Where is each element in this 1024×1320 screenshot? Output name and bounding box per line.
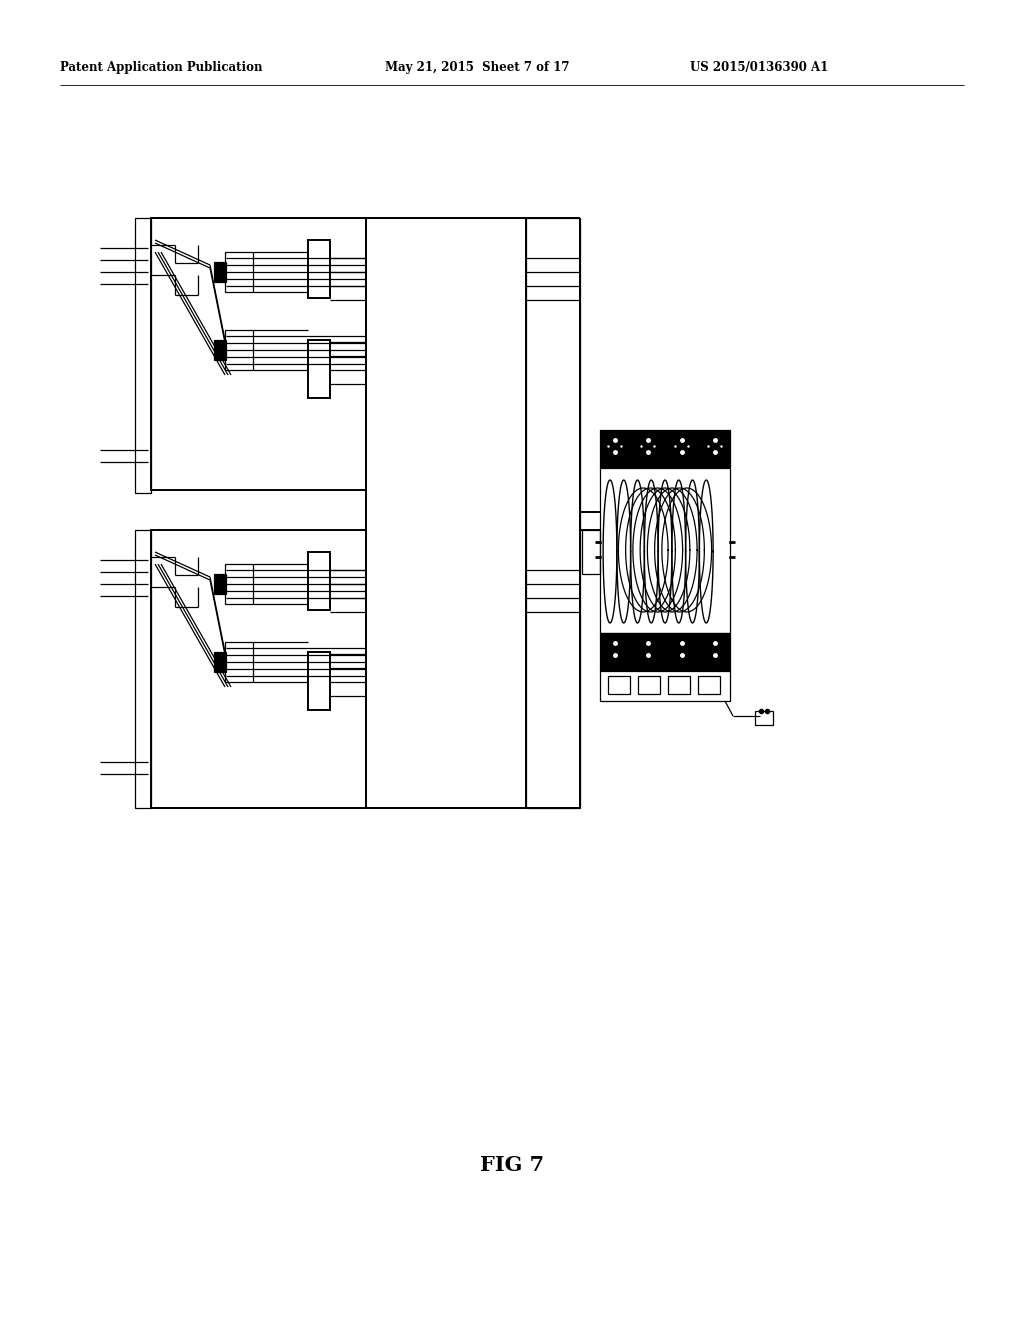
Bar [755, 711, 773, 725]
Bar [608, 676, 630, 694]
Bar [308, 341, 330, 399]
Bar [135, 531, 151, 808]
Text: US 2015/0136390 A1: US 2015/0136390 A1 [690, 62, 828, 74]
Bar [214, 261, 226, 282]
Bar [135, 218, 151, 492]
Bar [600, 469, 730, 634]
Bar [526, 218, 580, 808]
Text: FIG 7: FIG 7 [480, 1155, 544, 1175]
Text: May 21, 2015  Sheet 7 of 17: May 21, 2015 Sheet 7 of 17 [385, 62, 569, 74]
Bar [151, 531, 366, 808]
Bar [638, 676, 660, 694]
Bar [225, 642, 253, 682]
Text: Patent Application Publication: Patent Application Publication [60, 62, 262, 74]
Bar [600, 671, 730, 701]
Bar [225, 330, 253, 370]
Bar [308, 240, 330, 298]
Bar [366, 218, 526, 808]
Bar [600, 430, 730, 469]
Bar [225, 564, 253, 605]
Bar [600, 634, 730, 671]
Bar [214, 341, 226, 360]
Bar [668, 676, 690, 694]
Bar [698, 676, 720, 694]
Bar [225, 252, 253, 292]
Bar [308, 652, 330, 710]
Bar [214, 574, 226, 594]
Bar [582, 529, 600, 573]
Bar [151, 218, 366, 490]
Bar [214, 652, 226, 672]
Bar [308, 552, 330, 610]
